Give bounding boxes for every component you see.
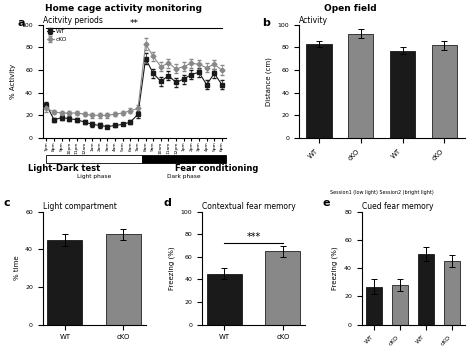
Bar [46, 155, 142, 163]
Text: Contextual fear memory: Contextual fear memory [202, 203, 296, 211]
Text: d: d [163, 198, 171, 208]
Bar [444, 261, 460, 325]
Text: e: e [322, 198, 330, 208]
Text: c: c [4, 198, 10, 208]
Text: ***: *** [246, 232, 261, 241]
Text: Activity: Activity [299, 16, 328, 25]
Text: Open field: Open field [324, 4, 377, 12]
Bar [307, 44, 331, 138]
Bar [432, 45, 457, 138]
Y-axis label: Distance (cm): Distance (cm) [265, 57, 272, 106]
Text: Light compartment: Light compartment [43, 203, 117, 211]
Bar [418, 254, 434, 325]
Bar [392, 285, 408, 325]
Bar [366, 287, 382, 325]
Bar [390, 51, 415, 138]
Text: a: a [17, 18, 25, 28]
Bar [47, 240, 82, 325]
Y-axis label: % Activity: % Activity [10, 64, 16, 99]
Bar [142, 155, 226, 163]
Text: **: ** [130, 19, 139, 28]
Legend: WT, cKO: WT, cKO [46, 28, 68, 43]
Y-axis label: Freezing (%): Freezing (%) [332, 246, 338, 290]
Text: Home cage activity monitoring: Home cage activity monitoring [45, 4, 202, 12]
Bar [207, 274, 242, 325]
Text: Dark phase: Dark phase [167, 174, 201, 179]
Text: Light phase: Light phase [77, 174, 111, 179]
Y-axis label: % time: % time [13, 256, 19, 281]
Text: Session1 (low light) Session2 (bright light): Session1 (low light) Session2 (bright li… [330, 190, 434, 195]
Text: b: b [263, 18, 270, 28]
Text: Acitvity periods: Acitvity periods [43, 16, 102, 25]
Text: Cued fear memory: Cued fear memory [362, 203, 433, 211]
Text: Light-Dark test: Light-Dark test [28, 164, 100, 173]
Bar [265, 251, 301, 325]
Bar [106, 234, 141, 325]
Text: Fear conditioning: Fear conditioning [175, 164, 259, 173]
Bar [348, 34, 374, 138]
Y-axis label: Freezing (%): Freezing (%) [169, 246, 175, 290]
